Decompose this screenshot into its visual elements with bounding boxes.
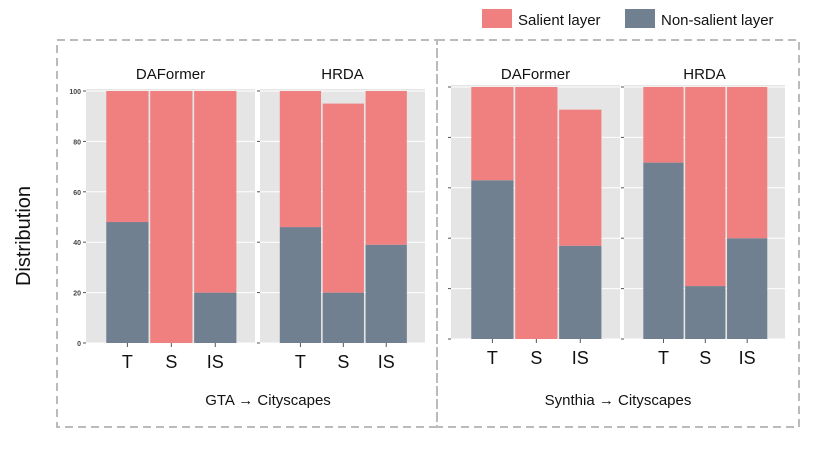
bar-gta-hrda-t-nonsalient [279,227,322,343]
bar-synthia-daformer-is-nonsalient [559,245,602,339]
bar-synthia-hrda-is-salient [727,87,768,239]
legend-label-salient: Salient layer [518,12,601,29]
y-tick-label-80: 80 [73,139,81,146]
x-tick-label-gta-hrda-is: IS [378,352,395,372]
bar-synthia-hrda-t-salient [643,87,684,163]
x-tick-label-synthia-daformer-t: T [487,348,498,368]
y-axis-title: Distribution [13,186,35,286]
legend-label-nonsalient: Non-salient layer [661,12,774,29]
x-tick-label-synthia-hrda-is: IS [739,348,756,368]
bar-synthia-hrda-s-salient [685,87,726,287]
bar-gta-daformer-is-salient [194,91,237,293]
bar-synthia-daformer-is-salient [559,109,602,246]
bar-gta-daformer-s-salient [150,91,193,343]
group-frame-synthia [436,39,800,428]
x-tick-label-synthia-hrda-t: T [658,348,669,368]
x-tick-label-gta-hrda-t: T [295,352,306,372]
legend: Salient layer Non-salient layer [482,9,774,29]
bar-gta-hrda-s-salient [322,103,364,293]
x-tick-label-gta-hrda-s: S [337,352,349,372]
bar-synthia-daformer-t-nonsalient [471,180,514,339]
y-tick-label-0: 0 [77,341,81,348]
bar-synthia-hrda-s-nonsalient [685,286,726,339]
bar-gta-daformer-t-nonsalient [106,222,149,343]
bar-gta-hrda-t-salient [279,91,322,228]
bar-gta-daformer-t-salient [106,91,149,223]
panel-title-synthia-daformer: DAFormer [501,66,570,83]
bar-gta-hrda-is-nonsalient [365,244,407,343]
y-tick-label-100: 100 [69,89,81,96]
legend-swatch-salient [482,9,512,28]
y-tick-label-40: 40 [73,240,81,247]
panel-title-gta-daformer: DAFormer [136,66,205,83]
bar-gta-daformer-is-nonsalient [194,292,237,343]
bar-synthia-hrda-is-nonsalient [727,238,768,339]
bar-gta-hrda-is-salient [365,91,407,245]
x-tick-label-synthia-daformer-is: IS [572,348,589,368]
x-tick-label-synthia-hrda-s: S [699,348,711,368]
y-tick-label-20: 20 [73,291,81,298]
bar-synthia-hrda-t-nonsalient [643,162,684,339]
panel-title-gta-hrda: HRDA [321,66,364,83]
group-title-gta: GTA → Cityscapes [205,392,331,409]
legend-swatch-nonsalient [625,9,655,28]
bar-synthia-daformer-t-salient [471,87,514,181]
y-tick-label-60: 60 [73,190,81,197]
bar-synthia-daformer-s-salient [515,87,558,339]
group-title-synthia: Synthia → Cityscapes [545,392,692,409]
x-tick-label-synthia-daformer-s: S [530,348,542,368]
x-tick-label-gta-daformer-s: S [165,352,177,372]
x-tick-label-gta-daformer-is: IS [207,352,224,372]
panel-title-synthia-hrda: HRDA [683,66,726,83]
bar-gta-hrda-s-nonsalient [322,292,364,343]
x-tick-label-gta-daformer-t: T [122,352,133,372]
panels-layer: DAFormer T S IS HRDA T S IS 0 20 40 60 80 100 DAFormer… [69,66,785,372]
